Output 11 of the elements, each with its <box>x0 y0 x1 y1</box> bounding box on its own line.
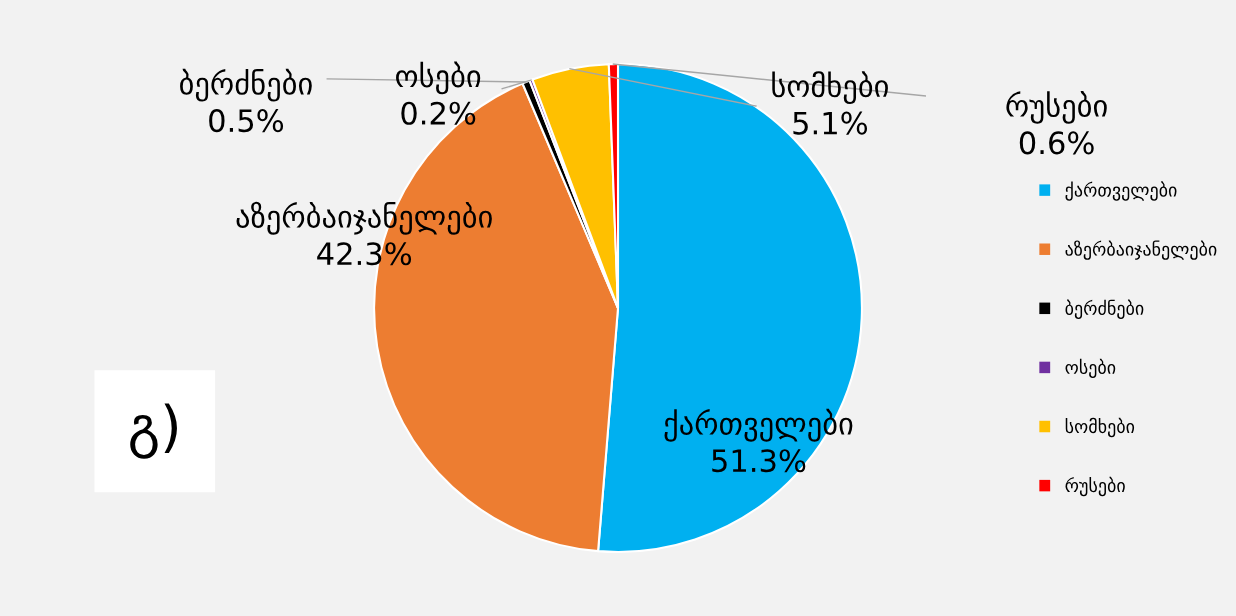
data-label: სომხები 5.1% <box>772 71 888 135</box>
text: გ) <box>130 403 177 459</box>
legend-label: რუსები <box>1065 476 1125 497</box>
legend-label: აზერბაიჯანელები <box>1065 240 1217 260</box>
data-label: ოსები 0.2% <box>396 61 481 125</box>
legend-label: ოსები <box>1065 358 1116 379</box>
legend-label: ქართველები <box>1065 181 1177 201</box>
data-label: რუსები 0.6% <box>1006 91 1107 155</box>
legend-label: სომხები <box>1065 417 1135 438</box>
data-label: ბერძნები 0.5% <box>180 68 312 133</box>
legend-label: ბერძნები <box>1065 299 1144 319</box>
